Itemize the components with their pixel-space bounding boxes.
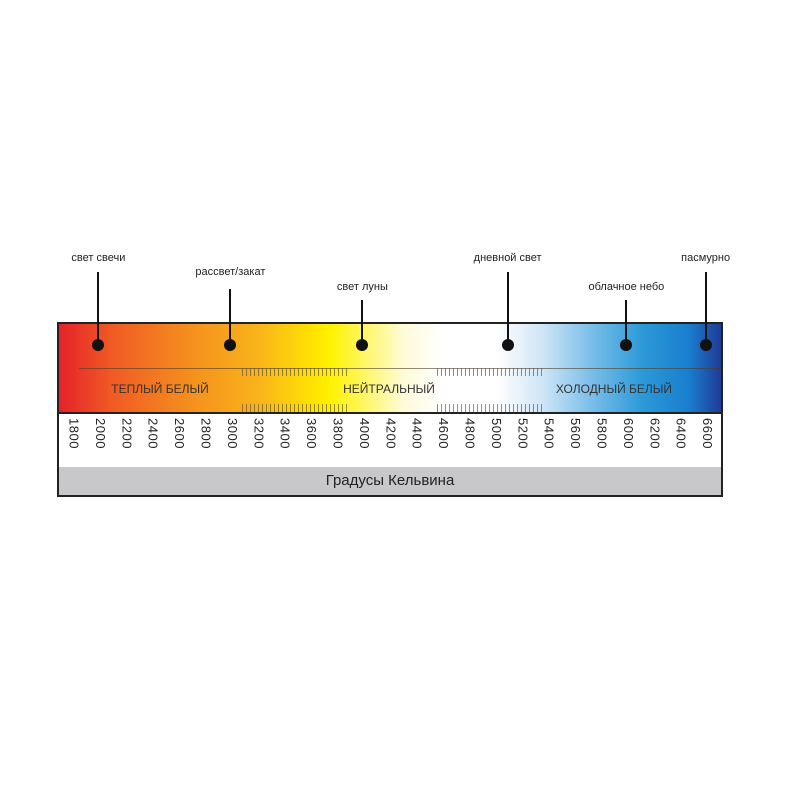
marker-stem	[625, 300, 628, 345]
marker-dot	[620, 339, 633, 351]
marker-label: дневной свет	[473, 252, 542, 264]
tick-label: 2400	[145, 418, 161, 449]
color-gradient-band: ТЕПЛЫЙ БЕЛЫЙ НЕЙТРАЛЬНЫЙ ХОЛОДНЫЙ БЕЛЫЙ	[59, 324, 721, 414]
tick-label: 3000	[224, 418, 240, 449]
tick-label: 2800	[198, 418, 214, 449]
marker-stem	[229, 289, 232, 345]
hatch-marks	[242, 368, 347, 376]
tick-label: 5800	[594, 418, 610, 449]
tick-label: 4400	[409, 418, 425, 449]
tick-label: 2200	[119, 418, 135, 449]
tick-label: 5000	[488, 418, 504, 449]
tick-label: 4000	[356, 418, 372, 449]
tick-label: 6000	[620, 418, 636, 449]
marker-dot	[699, 339, 712, 351]
marker-stem	[506, 272, 509, 345]
kelvin-scale: ТЕПЛЫЙ БЕЛЫЙ НЕЙТРАЛЬНЫЙ ХОЛОДНЫЙ БЕЛЫЙ …	[57, 322, 723, 497]
marker-label: свет луны	[336, 281, 388, 293]
tick-label: 5600	[568, 418, 584, 449]
tick-label: 3400	[277, 418, 293, 449]
tick-label: 4800	[462, 418, 478, 449]
tick-label: 4200	[383, 418, 399, 449]
marker-label: облачное небо	[588, 281, 665, 293]
hatch-marks	[437, 368, 542, 376]
marker-stem	[97, 272, 100, 345]
tick-label: 2000	[92, 418, 108, 449]
axis-title: Градусы Кельвина	[59, 467, 721, 495]
marker-dot	[356, 339, 369, 351]
tick-labels: 1800 2000 2200 2400 2600 2800 3000 3200 3400 3600…	[59, 414, 721, 466]
tick-label: 4600	[436, 418, 452, 449]
tick-label: 3800	[330, 418, 346, 449]
band-label-warm: ТЕПЛЫЙ БЕЛЫЙ	[111, 382, 209, 396]
marker-label: свет свечи	[71, 252, 126, 264]
tick-label: 2600	[172, 418, 188, 449]
tick-label: 3600	[304, 418, 320, 449]
tick-label: 3200	[251, 418, 267, 449]
marker-stem	[704, 272, 707, 345]
marker-stem	[361, 300, 364, 345]
divider-line	[79, 368, 721, 369]
marker-label: рассвет/закат	[195, 266, 266, 278]
tick-label: 5400	[541, 418, 557, 449]
hatch-marks	[242, 404, 347, 412]
tick-label: 6200	[647, 418, 663, 449]
marker-label: пасмурно	[681, 252, 731, 264]
tick-label: 6400	[673, 418, 689, 449]
band-label-cool: ХОЛОДНЫЙ БЕЛЫЙ	[555, 382, 673, 396]
band-label-neutral: НЕЙТРАЛЬНЫЙ	[343, 382, 435, 396]
marker-dot	[501, 339, 514, 351]
tick-label: 6600	[700, 418, 716, 449]
marker-dot	[224, 339, 237, 351]
marker-dot	[92, 339, 105, 351]
tick-label: 1800	[66, 418, 82, 449]
hatch-marks	[437, 404, 542, 412]
tick-label: 5200	[515, 418, 531, 449]
